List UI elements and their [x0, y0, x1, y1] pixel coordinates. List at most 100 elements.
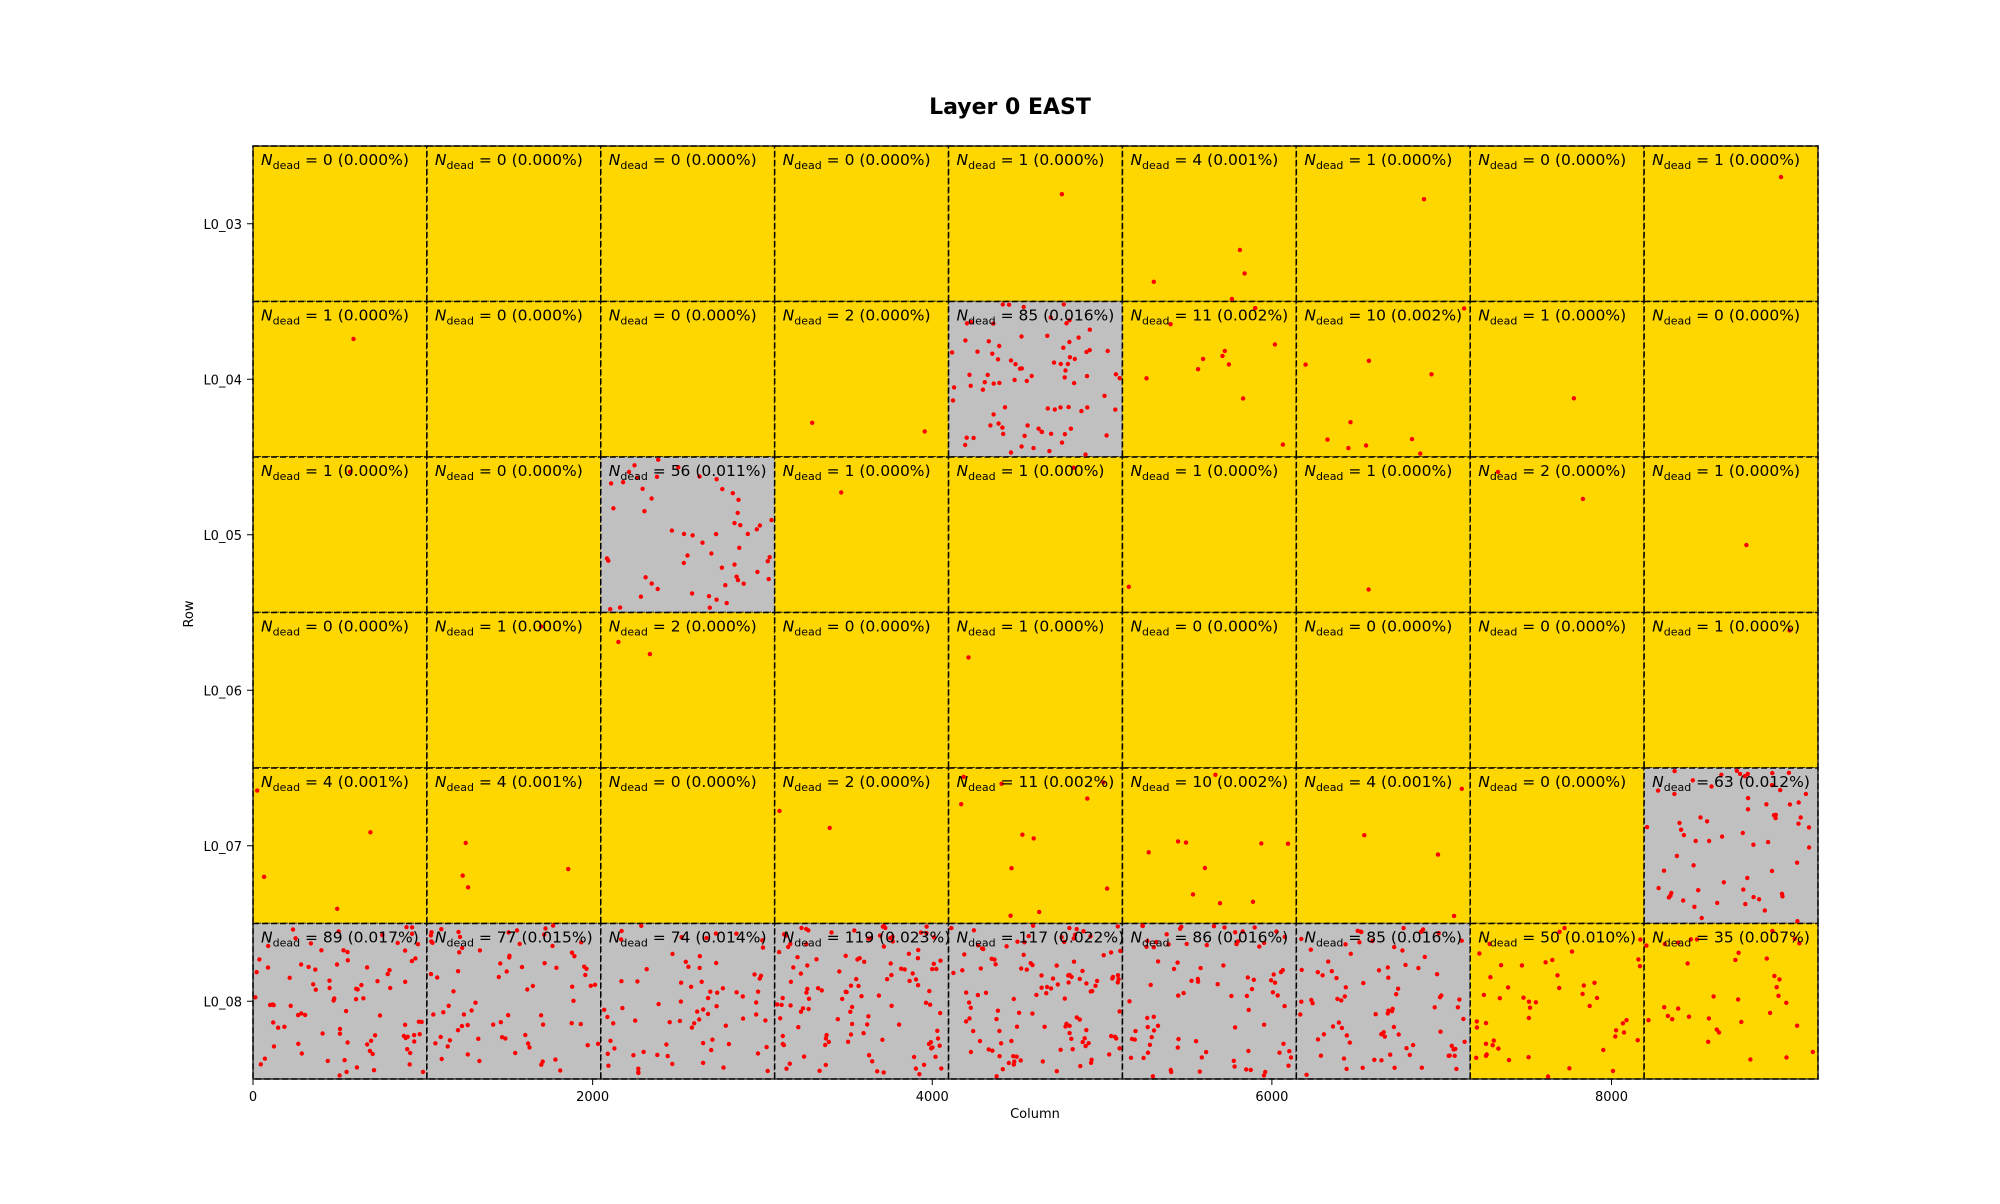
dead-pixel-point — [543, 926, 548, 931]
dead-pixel-point — [1613, 1028, 1619, 1033]
dead-pixel-point — [1052, 407, 1058, 412]
dead-pixel-point — [1175, 1045, 1181, 1050]
dead-pixel-point — [1063, 368, 1068, 373]
dead-pixel-point — [253, 995, 258, 1000]
dead-pixel-point — [1101, 780, 1106, 785]
dead-pixel-point — [1148, 982, 1153, 988]
dead-pixel-point — [550, 943, 555, 949]
dead-pixel-point — [1232, 1064, 1237, 1069]
dead-pixel-point — [1382, 1034, 1388, 1039]
dead-pixel-point — [788, 941, 793, 947]
dead-pixel-point — [1347, 1040, 1353, 1045]
dead-pixel-point — [325, 1058, 330, 1064]
dead-pixel-point — [1036, 426, 1041, 431]
dead-pixel-point — [407, 1062, 412, 1067]
dead-pixel-point — [636, 1070, 641, 1076]
dead-pixel-point — [888, 961, 893, 966]
dead-pixel-point — [1786, 770, 1792, 775]
dead-pixel-point — [1787, 628, 1792, 633]
cell-label-r2-c3: Ndead = 1 (0.000%) — [783, 462, 931, 483]
dead-pixel-point — [732, 562, 737, 567]
dead-pixel-point — [754, 1000, 759, 1005]
y-tick-label: L0_05 — [203, 529, 242, 544]
dead-pixel-point — [1246, 1048, 1251, 1054]
dead-pixel-point — [1453, 1046, 1458, 1052]
dead-pixel-point — [754, 1012, 759, 1017]
dead-pixel-point — [380, 932, 385, 938]
dead-pixel-point — [571, 998, 576, 1003]
dead-pixel-point — [1070, 1047, 1075, 1052]
dead-pixel-point — [755, 1051, 761, 1056]
cell-labels: Ndead = 0 (0.000%) Ndead = 0 (0.000%) Ndea… — [261, 151, 1810, 950]
dead-pixel-point — [669, 528, 675, 533]
dead-pixel-point — [463, 840, 468, 846]
dead-pixel-point — [804, 990, 809, 995]
dead-pixel-point — [856, 983, 861, 989]
dead-pixel-point — [1638, 937, 1643, 942]
cell-label-r5-c2: Ndead = 74 (0.014%) — [609, 929, 767, 950]
dead-pixel-point — [401, 1033, 407, 1039]
dead-pixel-point — [927, 1002, 933, 1007]
dead-pixel-point — [1436, 931, 1441, 936]
dead-pixel-point — [960, 968, 965, 973]
dead-pixel-point — [714, 960, 719, 966]
dead-pixel-point — [1636, 957, 1641, 962]
dead-pixel-point — [1145, 1050, 1151, 1055]
dead-pixel-point — [1372, 1057, 1377, 1063]
dead-pixel-point — [1025, 423, 1030, 428]
dead-pixel-point — [498, 1020, 503, 1025]
dead-pixel-point — [1014, 1024, 1020, 1029]
dead-pixel-point — [732, 520, 737, 526]
dead-pixel-point — [667, 1020, 672, 1025]
dead-pixel-point — [1085, 796, 1090, 801]
dead-pixel-point — [1074, 1015, 1080, 1020]
cell-label-r0-c0: Ndead = 0 (0.000%) — [261, 151, 409, 172]
dead-pixel-point — [578, 1021, 583, 1027]
dead-pixel-point — [1231, 1058, 1237, 1064]
dead-pixel-point — [745, 531, 750, 537]
dead-pixel-point — [1569, 949, 1575, 954]
dead-pixel-point — [817, 1068, 822, 1074]
dead-pixel-point — [266, 943, 271, 949]
dead-pixel-point — [1087, 327, 1093, 332]
dead-pixel-point — [899, 966, 904, 971]
dead-pixel-point — [1066, 973, 1071, 978]
dead-pixel-point — [1644, 824, 1650, 830]
dead-pixel-point — [1342, 994, 1348, 999]
dead-pixel-point — [1325, 437, 1330, 442]
dead-pixel-point — [1065, 361, 1071, 367]
cell-label-r3-c8: Ndead = 1 (0.000%) — [1652, 618, 1800, 639]
dead-pixel-point — [1550, 957, 1555, 963]
dead-pixel-point — [364, 965, 370, 970]
cell-label-r1-c3: Ndead = 2 (0.000%) — [783, 307, 931, 328]
dead-pixel-point — [513, 1050, 518, 1056]
dead-pixel-point — [1675, 940, 1681, 945]
cell-r2-c6 — [1295, 456, 1471, 614]
dead-pixel-point — [1419, 1065, 1425, 1070]
dead-pixel-point — [1587, 1003, 1592, 1009]
dead-pixel-point — [372, 1033, 378, 1038]
dead-pixel-point — [1029, 373, 1034, 379]
dead-pixel-point — [1318, 1053, 1324, 1058]
dead-pixel-point — [1217, 901, 1223, 906]
dead-pixel-point — [1245, 975, 1251, 980]
dead-pixel-point — [1571, 396, 1577, 401]
dead-pixel-point — [1303, 362, 1308, 367]
dead-pixel-point — [705, 1011, 711, 1017]
dead-pixel-point — [845, 1039, 851, 1045]
dead-pixel-point — [721, 1065, 726, 1070]
cell-label-r2-c1: Ndead = 0 (0.000%) — [435, 462, 583, 483]
dead-pixel-point — [781, 1042, 787, 1048]
cell-r3-c8 — [1643, 611, 1819, 769]
dead-pixel-point — [1042, 1024, 1047, 1030]
dead-pixel-point — [1778, 787, 1783, 793]
dead-pixel-point — [883, 925, 888, 931]
dead-pixel-point — [931, 961, 936, 966]
dead-pixel-point — [715, 990, 720, 995]
dead-pixel-point — [1762, 908, 1768, 913]
dead-pixel-point — [365, 1042, 370, 1047]
dead-pixel-point — [695, 1009, 700, 1014]
dead-pixel-point — [741, 581, 746, 586]
dead-pixel-point — [1244, 1067, 1249, 1072]
